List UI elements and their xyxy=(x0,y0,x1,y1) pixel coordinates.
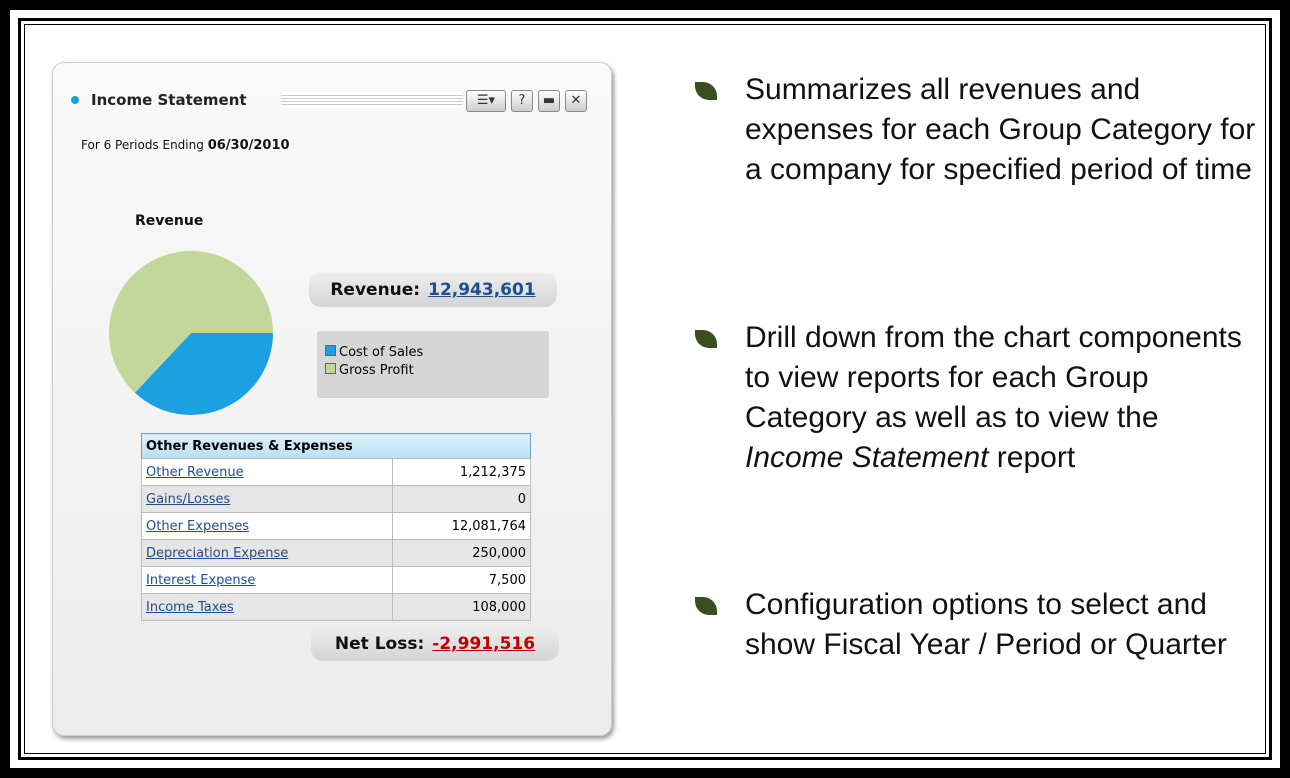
bullet-text: Summarizes all revenues and expenses for… xyxy=(745,70,1265,190)
bullet-icon xyxy=(695,597,717,615)
net-loss-link[interactable]: -2,991,516 xyxy=(432,634,536,654)
table-row: Income Taxes 108,000 xyxy=(141,593,532,621)
bullet-part: report xyxy=(988,441,1076,474)
revenue-link[interactable]: 12,943,601 xyxy=(428,280,536,300)
bullet-text: Drill down from the chart components to … xyxy=(745,318,1265,478)
row-label-cell: Interest Expense xyxy=(141,566,393,594)
subtitle: For 6 Periods Ending 06/30/2010 xyxy=(81,138,290,153)
table-header: Other Revenues & Expenses xyxy=(141,433,531,459)
revenue-label: Revenue: xyxy=(330,280,421,300)
row-link[interactable]: Depreciation Expense xyxy=(146,545,289,561)
row-value: 108,000 xyxy=(391,593,532,621)
widget: Income Statement ☰▾ ? ▬ ✕ For 6 Periods … xyxy=(52,62,612,736)
row-label-cell: Income Taxes xyxy=(141,593,393,621)
net-loss-pill: Net Loss: -2,991,516 xyxy=(311,627,559,661)
legend: Cost of Sales Gross Profit xyxy=(317,331,549,398)
revenue-pill: Revenue: 12,943,601 xyxy=(309,273,557,307)
bullet-part: Configuration options to select and show… xyxy=(745,588,1227,661)
period-end: 06/30/2010 xyxy=(207,138,290,153)
legend-label: Gross Profit xyxy=(339,363,414,378)
close-button[interactable]: ✕ xyxy=(565,90,587,112)
legend-swatch xyxy=(325,363,336,374)
subtitle-text: For 6 Periods Ending xyxy=(81,138,204,152)
bullet-text: Configuration options to select and show… xyxy=(745,585,1265,665)
bullet-part: Drill down from the chart components to … xyxy=(745,321,1242,434)
title-dot xyxy=(71,96,79,104)
row-link[interactable]: Interest Expense xyxy=(146,572,256,588)
row-link[interactable]: Other Expenses xyxy=(146,518,249,534)
table-row: Interest Expense 7,500 xyxy=(141,566,532,594)
table-row: Other Revenue 1,212,375 xyxy=(141,458,532,486)
border-inner xyxy=(24,24,1266,754)
legend-item: Gross Profit xyxy=(325,363,414,378)
row-value: 250,000 xyxy=(391,539,532,567)
row-value: 1,212,375 xyxy=(391,458,532,486)
net-loss-label: Net Loss: xyxy=(334,634,425,654)
bullet-icon xyxy=(695,330,717,348)
row-label-cell: Other Expenses xyxy=(141,512,393,540)
row-value: 12,081,764 xyxy=(391,512,532,540)
row-link[interactable]: Income Taxes xyxy=(146,599,234,615)
row-label-cell: Other Revenue xyxy=(141,458,393,486)
row-value: 0 xyxy=(391,485,532,513)
legend-label: Cost of Sales xyxy=(339,345,424,360)
row-value: 7,500 xyxy=(391,566,532,594)
bullet-icon xyxy=(695,82,717,100)
row-link[interactable]: Other Revenue xyxy=(146,464,244,480)
title-stripes xyxy=(281,93,463,107)
border xyxy=(18,18,1272,760)
legend-swatch xyxy=(325,345,336,356)
pie-slice[interactable] xyxy=(109,250,273,393)
minimize-button[interactable]: ▬ xyxy=(538,90,560,112)
row-label-cell: Gains/Losses xyxy=(141,485,393,513)
row-label-cell: Depreciation Expense xyxy=(141,539,393,567)
pie-slice[interactable] xyxy=(134,333,273,415)
pie-chart xyxy=(109,250,273,415)
chart-title: Revenue xyxy=(135,213,204,229)
row-link[interactable]: Gains/Losses xyxy=(146,491,231,507)
menu-button[interactable]: ☰▾ xyxy=(466,90,506,112)
table-row: Depreciation Expense 250,000 xyxy=(141,539,532,567)
help-button[interactable]: ? xyxy=(511,90,533,112)
widget-title: Income Statement xyxy=(91,91,247,109)
table: Other Revenues & Expenses Other Revenue 1,… xyxy=(141,433,532,621)
bullet-part: Summarizes all revenues and expenses for… xyxy=(745,73,1256,186)
table-row: Gains/Losses 0 xyxy=(141,485,532,513)
bullet-part: Income Statement xyxy=(745,441,989,474)
table-row: Other Expenses 12,081,764 xyxy=(141,512,532,540)
legend-item: Cost of Sales xyxy=(325,345,423,360)
